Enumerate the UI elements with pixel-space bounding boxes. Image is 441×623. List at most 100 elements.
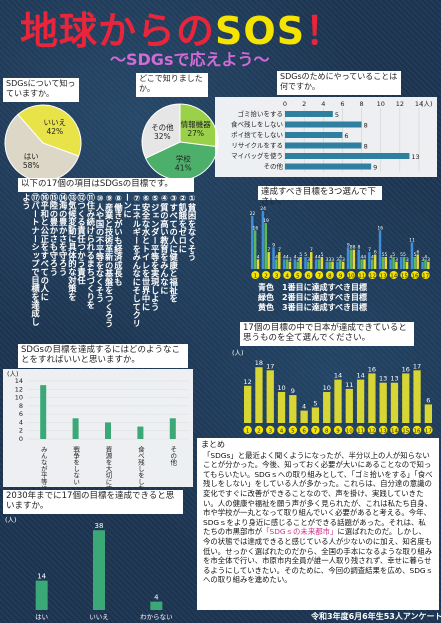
bar xyxy=(320,256,324,269)
category-label: 7 xyxy=(314,429,318,435)
value-label: 16 xyxy=(377,225,383,231)
goal-marker xyxy=(347,271,356,279)
value-label: 18 xyxy=(255,359,263,367)
bar xyxy=(310,252,313,269)
category-label: 6 xyxy=(302,429,306,435)
pie-pct: 42% xyxy=(46,127,63,136)
bar xyxy=(289,395,297,423)
bar xyxy=(416,254,419,269)
category-label: 11 xyxy=(357,429,364,435)
category-label: 14 xyxy=(391,429,398,435)
value-label: 5 xyxy=(321,252,324,258)
bar xyxy=(424,404,432,423)
goal-marker xyxy=(333,425,343,435)
value-label: 11 xyxy=(345,381,353,389)
value-label: 9 xyxy=(373,164,377,172)
value-label: 12 xyxy=(244,378,252,386)
value-label: 3 xyxy=(289,257,292,263)
goal-item: ⑧働きがいも経済成長も xyxy=(113,193,124,286)
value-label: 8 xyxy=(357,245,360,251)
value-label: 16 xyxy=(402,365,410,373)
bar xyxy=(400,256,403,269)
goal-marker xyxy=(390,425,399,435)
pie-pct: 41% xyxy=(175,164,192,173)
category-label: 8 xyxy=(328,274,332,280)
value-label: 5 xyxy=(400,252,403,258)
value-label: 4 xyxy=(424,254,427,260)
value-label: 17 xyxy=(413,362,421,370)
bar xyxy=(379,382,387,423)
pie-slice xyxy=(4,113,80,182)
value-label: 8 xyxy=(350,245,353,251)
goal-marker xyxy=(272,271,281,279)
bar xyxy=(285,163,372,170)
bar xyxy=(413,370,421,423)
summary-box: まとめ 「SDGs」と最近よく聞くようになったが、半分以上の人が知らないことが分… xyxy=(197,438,439,610)
bar xyxy=(296,261,299,269)
category-label: 12 xyxy=(369,274,376,280)
value-label: 5 xyxy=(392,252,395,258)
bar xyxy=(336,261,339,269)
bar xyxy=(402,373,410,423)
category-label: 4 xyxy=(280,429,284,435)
goal-marker xyxy=(389,271,398,279)
bar xyxy=(331,261,334,269)
category-label: 食べ残しをしない xyxy=(136,445,144,487)
value-label: 7 xyxy=(278,247,281,253)
pie-slice xyxy=(141,103,181,159)
value-label: 5 xyxy=(403,252,406,258)
category-label: 10 xyxy=(346,429,353,435)
poster-subtitle: ～SDGsで応えよう～ xyxy=(110,50,270,69)
value-label: 6 xyxy=(416,250,419,256)
goal-marker xyxy=(379,271,388,279)
category-label: 資源を大切にする xyxy=(104,445,112,487)
value-label: 5 xyxy=(304,252,307,258)
goal-marker xyxy=(336,271,345,279)
value-label: 4 xyxy=(257,254,260,260)
goals-list: ①貧困をなくそう ②飢餓をゼロに ③すべての人に健康と福祉を ④質の高い教育をみんなに… xyxy=(3,193,196,333)
goal-marker xyxy=(311,425,320,435)
legend-item: 緑色 2番目に達成すべき目標 xyxy=(258,293,368,302)
bar xyxy=(317,259,321,269)
goal-marker xyxy=(304,271,313,279)
goal-marker xyxy=(325,271,334,279)
value-label: 4 xyxy=(389,254,392,260)
value-label: 14 xyxy=(334,372,342,380)
category-label: 3 xyxy=(268,429,272,435)
value-label: 9 xyxy=(272,242,275,248)
value-label: 38 xyxy=(95,522,104,530)
value-label: 6 xyxy=(426,396,430,404)
bar xyxy=(261,211,265,269)
goal-marker xyxy=(322,425,331,435)
tick-label: 8 xyxy=(360,100,364,108)
bar xyxy=(304,256,307,269)
value-label: 8 xyxy=(353,245,356,251)
pie-pct: 32% xyxy=(154,132,171,141)
value-label: 3 xyxy=(406,257,409,263)
goal-marker xyxy=(254,425,264,435)
question-2030-label: 2030年までに17個の目標を達成できると思いますか。 xyxy=(3,490,183,514)
footer-note: 令和3年度6月6年生53人アンケート調査 xyxy=(311,612,441,621)
goal-marker xyxy=(293,271,302,279)
bar xyxy=(381,256,385,269)
bar xyxy=(251,215,254,269)
category-label: マイバッグを使う xyxy=(231,151,283,160)
bar xyxy=(285,153,410,159)
goal-item: ⑭海の豊かさを守ろう xyxy=(58,193,69,276)
goal-marker xyxy=(401,425,410,435)
value-label: 4 xyxy=(371,254,374,260)
value-label: 4 xyxy=(286,254,289,260)
category-label: その他 xyxy=(264,162,284,171)
axis-unit: (人) xyxy=(421,100,433,108)
goal-marker xyxy=(367,425,377,435)
bar xyxy=(323,392,331,423)
axis-unit: (人) xyxy=(232,349,244,357)
tick-label: 12 xyxy=(396,100,404,108)
bar xyxy=(285,259,289,269)
bar xyxy=(341,261,345,269)
bar xyxy=(72,418,79,439)
summary-heading: まとめ xyxy=(201,440,225,449)
bar xyxy=(421,261,424,269)
pie-pct: 27% xyxy=(187,129,204,138)
bar xyxy=(328,261,331,269)
